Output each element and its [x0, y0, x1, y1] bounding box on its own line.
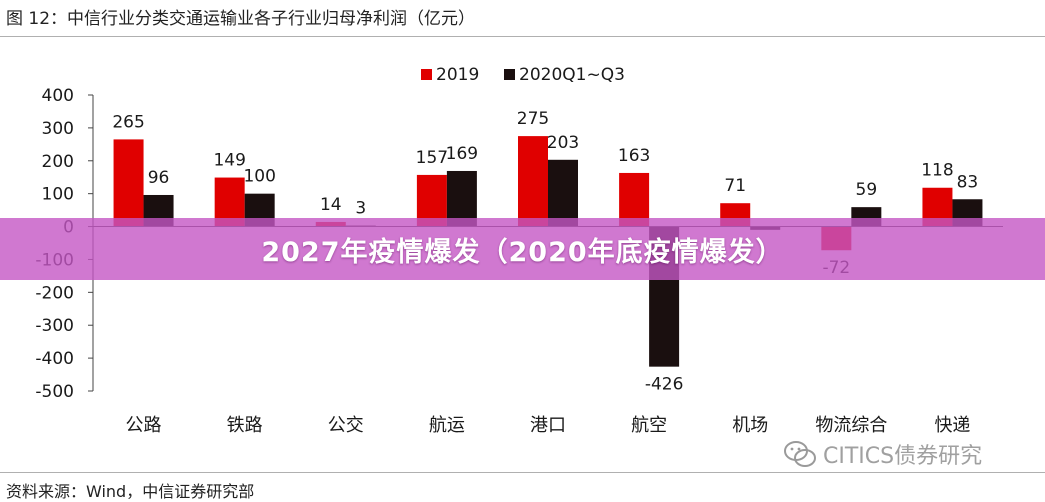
- bar-value-label: 118: [921, 161, 953, 181]
- y-tick-label: -300: [35, 316, 74, 336]
- bar-value-label: 163: [618, 146, 650, 166]
- x-tick-label: 物流综合: [815, 415, 887, 436]
- source-divider: [0, 472, 1045, 473]
- watermark-text: CITICS债券研究: [823, 444, 983, 469]
- bar-value-label: 14: [320, 195, 342, 215]
- x-tick-label: 快递: [934, 415, 970, 436]
- y-tick-label: 300: [42, 119, 74, 139]
- title-divider: [0, 36, 1045, 37]
- x-tick-label: 公路: [126, 415, 162, 436]
- figure-title: 图 12：中信行业分类交通运输业各子行业归母净利润（亿元）: [6, 9, 476, 29]
- bar-value-label: 265: [112, 112, 144, 132]
- legend-swatch: [421, 69, 432, 80]
- bar-value-label: 169: [446, 144, 478, 164]
- legend: 2019 2020Q1~Q3: [421, 65, 625, 85]
- bar-value-label: 203: [547, 133, 579, 153]
- y-tick-label: -500: [35, 382, 74, 402]
- x-tick-label: 港口: [530, 415, 566, 436]
- legend-swatch: [504, 69, 515, 80]
- bar-series1: [518, 136, 548, 227]
- y-tick-label: -200: [35, 283, 74, 303]
- legend-label: 2020Q1~Q3: [519, 65, 625, 85]
- x-tick-label: 航运: [429, 415, 465, 436]
- y-tick-label: 200: [42, 152, 74, 172]
- watermark: CITICS债券研究: [783, 438, 982, 470]
- bar-value-label: 59: [856, 180, 878, 200]
- bar-value-label: -426: [645, 375, 684, 395]
- wechat-icon: [784, 441, 816, 467]
- bar-series1: [113, 139, 144, 227]
- y-tick-label: -400: [35, 349, 74, 369]
- bar-value-label: 3: [355, 199, 366, 219]
- x-tick-label: 公交: [328, 415, 364, 436]
- bar-value-label: 96: [148, 168, 170, 188]
- x-tick-label: 航空: [631, 415, 667, 436]
- bar-value-label: 149: [213, 151, 245, 171]
- legend-label: 2019: [436, 65, 479, 85]
- x-tick-label: 铁路: [227, 415, 263, 436]
- banner-text: 2027年疫情爆发（2020年底疫情爆发）: [261, 236, 784, 268]
- bar-value-label: 83: [957, 172, 979, 192]
- bar-value-label: 157: [416, 148, 448, 168]
- bar-series1: [416, 174, 447, 227]
- bar-series1: [619, 172, 650, 227]
- bar-value-label: 100: [243, 167, 275, 187]
- y-tick-label: 100: [42, 185, 74, 205]
- bar-series2: [548, 159, 578, 227]
- x-axis-labels: 公路 铁路 公交 航运 港口 航空 机场 物流综合 快递: [126, 415, 971, 436]
- y-tick-label: 400: [42, 86, 74, 106]
- bar-value-label: 71: [724, 176, 746, 196]
- bar-value-label: 275: [517, 109, 549, 129]
- x-tick-label: 机场: [732, 415, 768, 436]
- bar-series2: [446, 170, 477, 227]
- source-note: 资料来源：Wind，中信证券研究部: [6, 482, 255, 501]
- overlay-banner: 2027年疫情爆发（2020年底疫情爆发）: [0, 218, 1045, 280]
